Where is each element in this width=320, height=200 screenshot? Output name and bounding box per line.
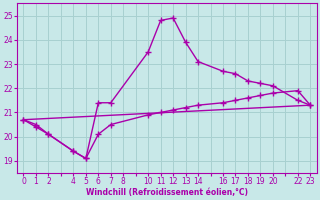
- X-axis label: Windchill (Refroidissement éolien,°C): Windchill (Refroidissement éolien,°C): [86, 188, 248, 197]
